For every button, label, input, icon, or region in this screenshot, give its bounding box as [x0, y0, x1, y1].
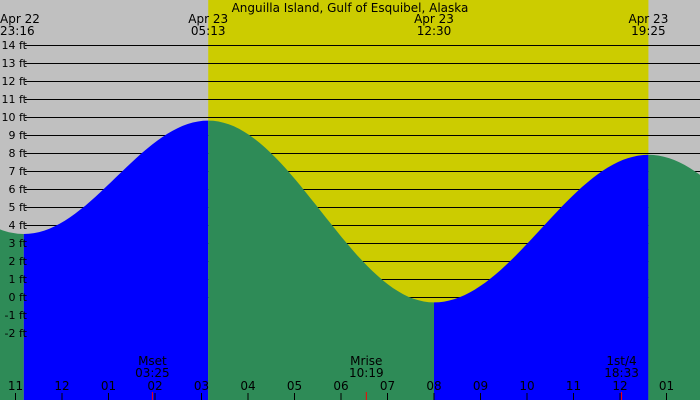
y-tick-label: 2 ft: [9, 255, 28, 268]
hour-tick-label: 11: [8, 379, 23, 393]
extreme-date-label: Apr 23: [188, 12, 228, 26]
hour-tick-label: 02: [147, 379, 162, 393]
hour-tick-label: 03: [194, 379, 209, 393]
y-tick-label: 8 ft: [9, 147, 28, 160]
y-tick-label: 5 ft: [9, 201, 28, 214]
extreme-time-label: 19:25: [631, 24, 666, 38]
falling-tide-segment: [648, 154, 700, 400]
y-tick-label: 11 ft: [2, 93, 28, 106]
hour-tick-label: 06: [333, 379, 348, 393]
y-tick-label: 13 ft: [2, 57, 28, 70]
falling-tide-segment: [0, 229, 24, 400]
hour-tick-label: 07: [380, 379, 395, 393]
moon-event-label: 1st/4: [606, 354, 636, 368]
extreme-time-label: 23:16: [0, 24, 35, 38]
hour-tick-label: 04: [240, 379, 255, 393]
extreme-time-label: 05:13: [191, 24, 226, 38]
moon-event-time: 18:33: [604, 366, 639, 380]
y-axis-labels: -2 ft -1 ft 0 ft 1 ft 2 ft 3 ft 4 ft 5 ft 6 ft 7 …: [2, 39, 28, 340]
y-tick-label: 10 ft: [2, 111, 28, 124]
chart-title: Anguilla Island, Gulf of Esquibel, Alask…: [232, 1, 469, 15]
y-tick-label: 9 ft: [9, 129, 28, 142]
tide-area: [0, 120, 700, 400]
y-tick-label: 6 ft: [9, 183, 28, 196]
hour-tick-label: 01: [101, 379, 116, 393]
hour-tick-label: 05: [287, 379, 302, 393]
rising-tide-segment: [434, 154, 649, 400]
extreme-date-label: Apr 23: [414, 12, 454, 26]
extreme-date-label: Apr 22: [0, 12, 40, 26]
y-tick-label: 0 ft: [9, 291, 28, 304]
y-tick-label: 14 ft: [2, 39, 28, 52]
extreme-time-label: 12:30: [417, 24, 452, 38]
y-tick-label: -2 ft: [5, 327, 28, 340]
moon-event-label: Mset: [138, 354, 167, 368]
y-tick-label: 4 ft: [9, 219, 28, 232]
y-tick-label: 12 ft: [2, 75, 28, 88]
hour-tick-label: 09: [473, 379, 488, 393]
y-tick-label: 1 ft: [9, 273, 28, 286]
hour-tick-label: 01: [659, 379, 674, 393]
hour-tick-label: 08: [426, 379, 441, 393]
moon-event-label: Mrise: [350, 354, 382, 368]
hour-tick-label: 12: [54, 379, 69, 393]
x-axis-hour-ticks: 1112010203040506070809101112010203040506…: [8, 379, 674, 400]
y-tick-label: 3 ft: [9, 237, 28, 250]
y-tick-label: -1 ft: [5, 309, 28, 322]
hour-tick-label: 11: [566, 379, 581, 393]
y-tick-label: 7 ft: [9, 165, 28, 178]
rising-tide-segment: [23, 120, 209, 400]
moon-event-time: 03:25: [135, 366, 170, 380]
extreme-date-label: Apr 23: [628, 12, 668, 26]
falling-tide-segment: [208, 120, 434, 400]
moon-event-time: 10:19: [349, 366, 384, 380]
hour-tick-label: 12: [612, 379, 627, 393]
hour-tick-label: 10: [519, 379, 534, 393]
